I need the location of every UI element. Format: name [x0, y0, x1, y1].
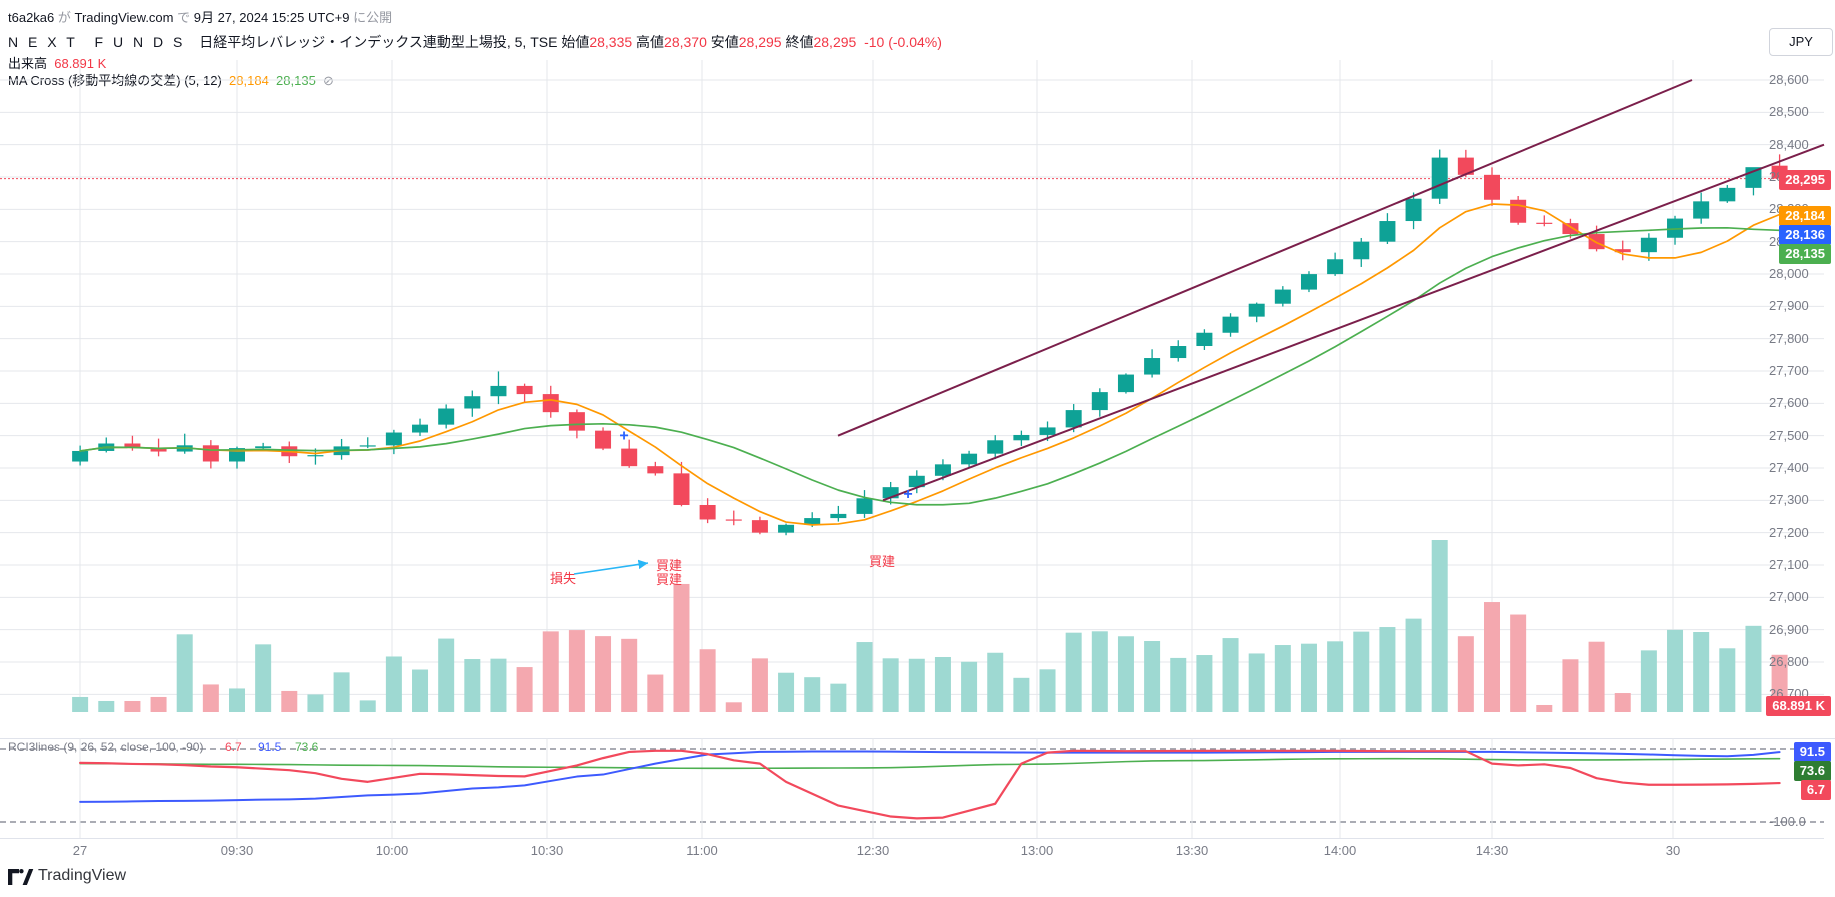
svg-text:+: +: [903, 486, 912, 503]
svg-text:+: +: [619, 428, 628, 445]
svg-text:買建: 買建: [656, 572, 682, 587]
svg-text:買建: 買建: [869, 554, 895, 569]
svg-text:買建: 買建: [656, 558, 682, 573]
svg-text:損失: 損失: [550, 571, 576, 586]
